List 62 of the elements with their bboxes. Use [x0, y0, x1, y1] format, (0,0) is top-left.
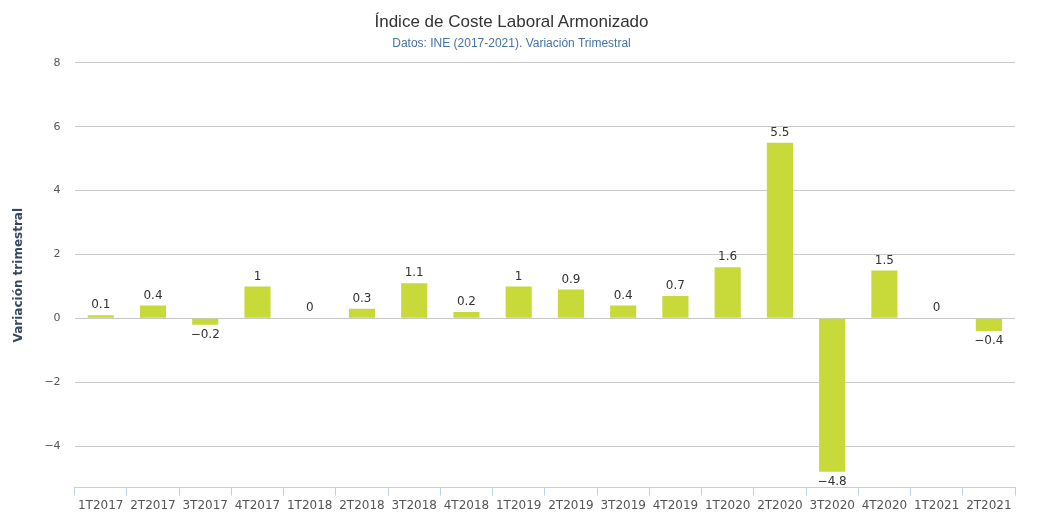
x-tick-label: 3T2018	[391, 497, 437, 512]
data-label: 0.9	[561, 271, 581, 286]
data-label: 1.1	[404, 265, 424, 280]
data-label: 0.2	[456, 294, 476, 309]
x-tick-label: 4T2020	[861, 497, 908, 512]
bar	[714, 267, 741, 318]
y-tick-label: −4	[44, 438, 61, 452]
x-tick-label: 1T2021	[913, 497, 960, 512]
data-label: 1	[514, 268, 523, 283]
data-label: 1	[253, 268, 262, 283]
x-tick-label: 4T2019	[652, 497, 699, 512]
data-label: 0.1	[91, 297, 111, 312]
x-tick-label: 2T2018	[339, 497, 385, 512]
y-tick-label: 8	[53, 55, 61, 69]
x-tick-label: 3T2020	[809, 497, 855, 512]
x-tick-label: 2T2019	[548, 497, 594, 512]
bar	[244, 286, 271, 318]
data-label: 1.5	[874, 252, 894, 267]
x-tick-label: 1T2017	[77, 497, 124, 512]
data-label: −0.2	[190, 326, 220, 341]
x-tick-label: 2T2020	[757, 497, 803, 512]
data-label: 0	[305, 300, 314, 315]
bar	[453, 311, 480, 318]
x-tick-label: 3T2019	[600, 497, 646, 512]
x-tick-label: 3T2017	[182, 497, 228, 512]
y-axis-title: Variación trimestral	[11, 207, 26, 343]
bar	[871, 270, 898, 318]
x-tick-label: 2T2021	[966, 497, 1012, 512]
bar	[401, 283, 428, 318]
bar	[348, 308, 376, 318]
bar	[139, 305, 167, 318]
x-tick-label: 1T2020	[704, 497, 751, 512]
bar	[87, 315, 114, 318]
bar	[819, 318, 846, 472]
bar	[662, 295, 689, 318]
y-tick-label: −2	[44, 375, 61, 389]
data-label: 1.6	[718, 249, 738, 264]
bar	[505, 286, 532, 318]
bar	[975, 318, 1002, 332]
x-tick-label: 1T2018	[286, 497, 333, 512]
chart-subtitle: Datos: INE (2017-2021). Variación Trimestral	[392, 35, 631, 50]
bar	[557, 289, 584, 318]
bar	[610, 305, 637, 318]
y-tick-label: 0	[53, 311, 61, 325]
x-tick-label: 4T2018	[443, 497, 490, 512]
y-tick-label: 6	[53, 119, 61, 133]
data-label: −0.4	[974, 333, 1004, 348]
y-tick-label: 2	[53, 247, 61, 261]
data-label: 0.4	[613, 287, 633, 302]
data-label: 0	[932, 300, 941, 315]
bar	[766, 142, 793, 318]
y-tick-label: 4	[53, 183, 61, 197]
data-label: 0.3	[352, 290, 372, 305]
data-label: 0.7	[665, 278, 685, 293]
data-label: −4.8	[817, 473, 847, 488]
chart-title: Índice de Coste Laboral Armonizado	[374, 11, 649, 31]
x-tick-label: 1T2019	[495, 497, 542, 512]
x-tick-label: 2T2017	[130, 497, 176, 512]
data-label: 5.5	[770, 124, 790, 139]
bar	[192, 318, 219, 325]
x-tick-label: 4T2017	[234, 497, 281, 512]
data-label: 0.4	[143, 287, 163, 302]
